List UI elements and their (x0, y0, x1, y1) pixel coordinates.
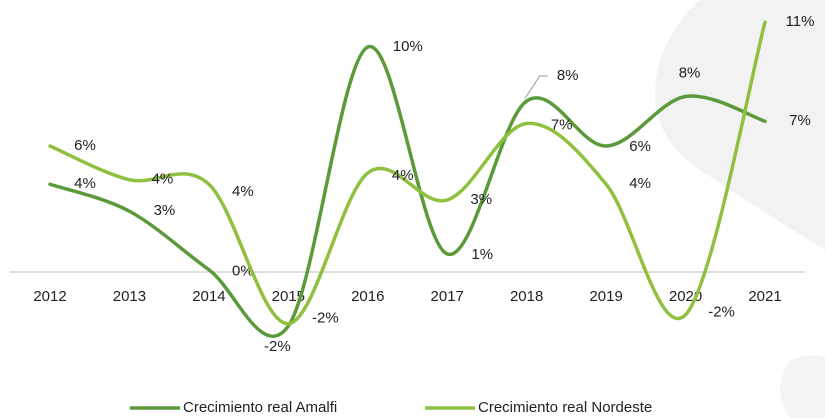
leader-line (524, 75, 548, 100)
data-label: -2% (312, 310, 339, 327)
background-shape (655, 0, 825, 250)
data-label: 4% (74, 175, 96, 192)
data-label: 4% (232, 183, 254, 200)
legend-label: Crecimiento real Nordeste (478, 399, 652, 416)
data-label: 6% (629, 138, 651, 155)
data-label: 10% (393, 38, 423, 55)
data-label: 3% (470, 191, 492, 208)
data-label: 4% (629, 175, 651, 192)
data-label: 4% (392, 167, 414, 184)
series-line (48, 20, 767, 326)
data-label: 3% (154, 202, 176, 219)
x-tick-label: 2015 (272, 288, 305, 305)
data-label: -2% (708, 304, 735, 321)
series-line (48, 45, 767, 338)
data-label: 7% (789, 112, 811, 129)
data-label: 11% (786, 13, 815, 30)
data-label: 7% (551, 116, 573, 133)
x-tick-label: 2013 (113, 288, 146, 305)
data-label: 6% (74, 137, 96, 154)
data-label: 8% (557, 67, 579, 84)
x-tick-label: 2017 (431, 288, 464, 305)
x-tick-label: 2019 (589, 288, 622, 305)
x-tick-label: 2021 (748, 288, 781, 305)
legend-label: Crecimiento real Amalfi (183, 399, 337, 416)
legend: Crecimiento real Amalfi Crecimiento real … (130, 399, 652, 416)
x-tick-label: 2014 (192, 288, 225, 305)
data-label: 1% (471, 246, 493, 263)
x-tick-label: 2016 (351, 288, 384, 305)
background-shape (780, 355, 825, 418)
x-tick-label: 2012 (33, 288, 66, 305)
data-label: -2% (264, 338, 291, 355)
data-label: 4% (152, 171, 174, 188)
x-tick-label: 2018 (510, 288, 543, 305)
data-label: 8% (679, 64, 701, 81)
